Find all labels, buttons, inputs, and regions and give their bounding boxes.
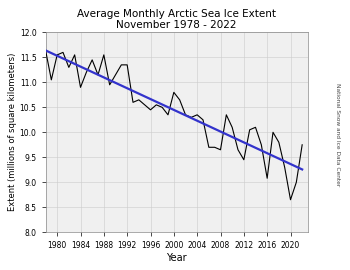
- Y-axis label: Extent (millions of square kilometers): Extent (millions of square kilometers): [8, 53, 17, 211]
- Text: National Snow and Ice Data Center: National Snow and Ice Data Center: [335, 83, 340, 187]
- X-axis label: Year: Year: [167, 253, 187, 263]
- Title: Average Monthly Arctic Sea Ice Extent
November 1978 - 2022: Average Monthly Arctic Sea Ice Extent No…: [77, 9, 276, 30]
